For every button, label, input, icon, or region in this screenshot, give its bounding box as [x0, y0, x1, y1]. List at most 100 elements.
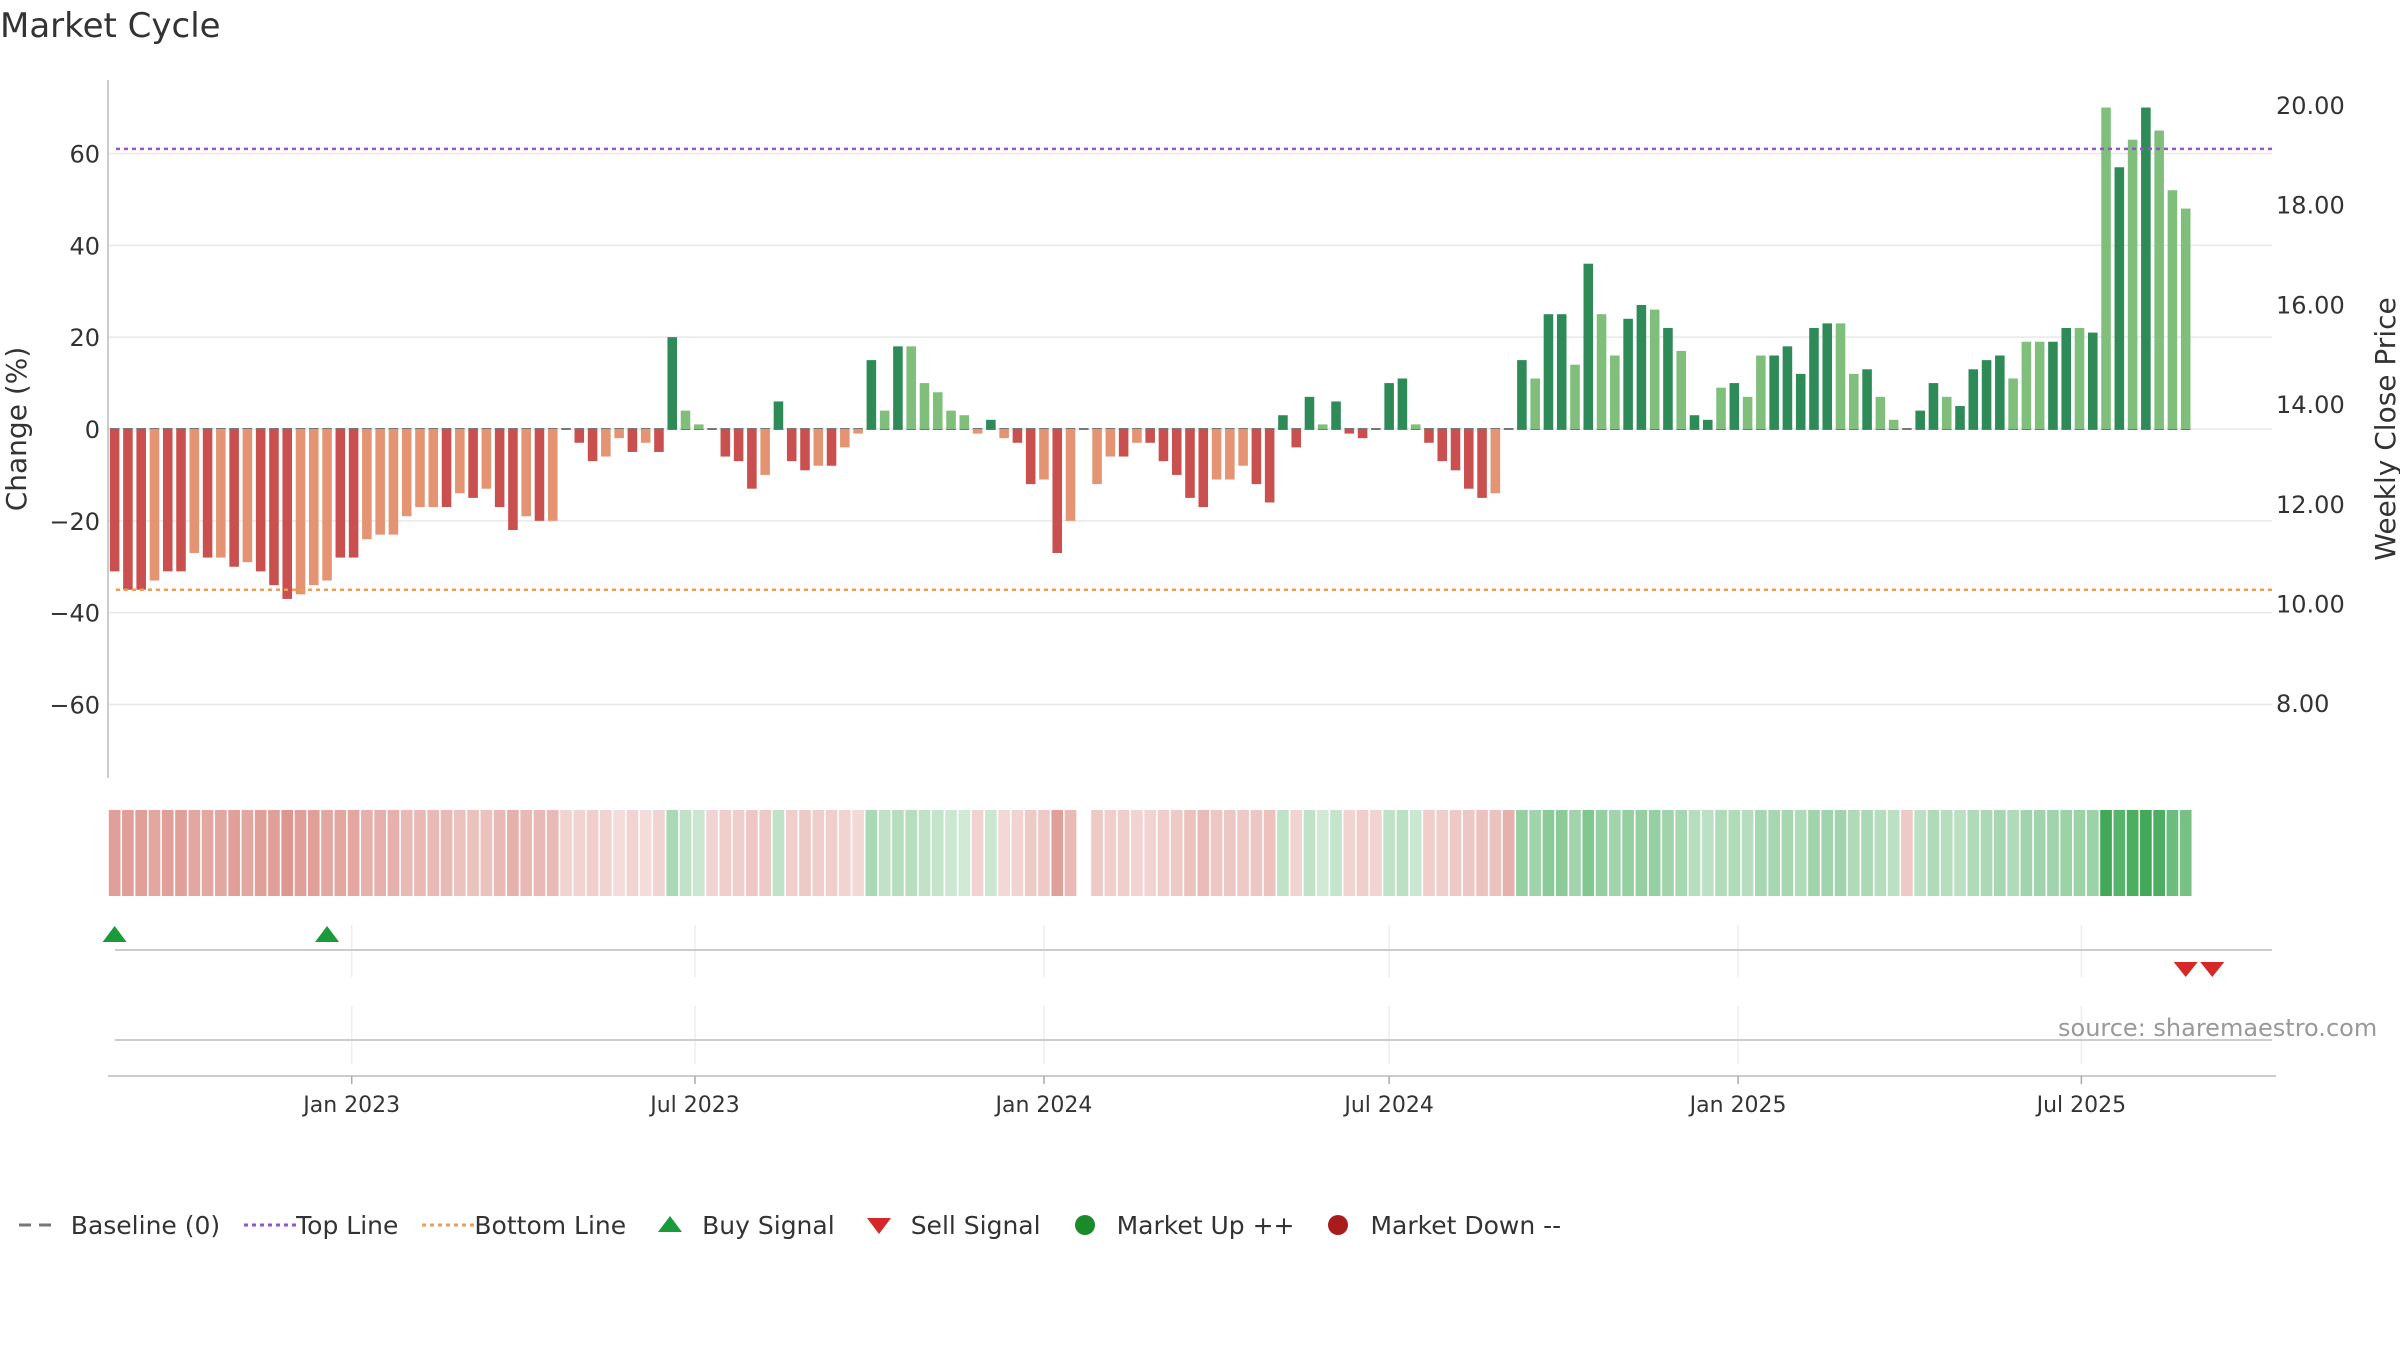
y2-tick-label: 14.00 — [2276, 391, 2345, 419]
bar-down — [1039, 429, 1049, 480]
cycle-strip — [108, 810, 2192, 896]
strip-cell — [1250, 810, 1263, 896]
strip-cell — [254, 810, 267, 896]
strip-cell — [1622, 810, 1634, 896]
strip-cell — [1901, 810, 1913, 896]
strip-cell — [2113, 810, 2126, 896]
dotted-line-icon — [420, 1210, 475, 1240]
legend-buy-signal[interactable]: Buy Signal — [648, 1210, 835, 1240]
bar-down — [1225, 429, 1235, 480]
strip-cell — [586, 810, 599, 896]
bar-down — [1052, 429, 1063, 553]
strip-cell — [1821, 810, 1834, 896]
bar-down — [362, 429, 372, 540]
bar-up — [2021, 341, 2032, 429]
legend-label: Sell Signal — [910, 1210, 1041, 1240]
strip-cell — [799, 810, 811, 896]
bar-down — [826, 429, 837, 466]
bar-up — [2101, 107, 2111, 429]
bar-down — [1450, 429, 1461, 471]
strip-cell — [732, 810, 745, 896]
strip-cell — [1768, 810, 1780, 896]
strip-cell — [1516, 810, 1528, 896]
bar-up — [946, 410, 956, 429]
strip-cell — [1330, 810, 1342, 896]
signal-layer — [102, 926, 2272, 1041]
strip-cell — [387, 810, 400, 896]
bar-down — [640, 429, 651, 443]
strip-cell — [971, 810, 984, 896]
strip-cell — [215, 810, 227, 896]
x-tick-label: Jul 2024 — [1342, 1093, 1434, 1118]
bar-down — [455, 429, 465, 494]
strip-cell — [1648, 810, 1661, 896]
bar-up — [2061, 327, 2072, 429]
bar-down — [269, 429, 279, 586]
bar-down — [1238, 429, 1248, 466]
bar-down — [322, 429, 332, 581]
bar-up — [1317, 424, 1328, 429]
strip-cell — [905, 810, 918, 896]
strip-cell — [825, 810, 838, 896]
bar-down — [1132, 429, 1142, 443]
strip-cell — [1715, 810, 1727, 896]
bar-up — [2074, 327, 2085, 429]
strip-cell — [838, 810, 851, 896]
source-label: source: sharemaestro.com — [2058, 1014, 2378, 1042]
strip-cell — [1781, 810, 1794, 896]
strip-cell — [1940, 810, 1953, 896]
strip-cell — [427, 810, 440, 896]
bar-down — [375, 429, 385, 535]
bar-up — [1649, 309, 1660, 429]
y-tick-label: −40 — [49, 600, 100, 628]
strip-cell — [2153, 810, 2165, 896]
bar-up — [1888, 419, 1899, 429]
strip-cell — [878, 810, 891, 896]
strip-cell — [626, 810, 639, 896]
bar-down — [1344, 429, 1355, 434]
strip-cell — [1396, 810, 1409, 896]
sell-signal-marker — [2173, 962, 2198, 977]
bar-down — [494, 429, 505, 508]
legend-bottom-line[interactable]: Bottom Line — [420, 1210, 626, 1240]
bar-down — [521, 429, 531, 517]
strip-cell — [1914, 810, 1927, 896]
strip-cell — [958, 810, 971, 896]
strip-cell — [1462, 810, 1475, 896]
bar-down — [733, 429, 744, 462]
bar-down — [840, 429, 850, 448]
strip-cell — [2126, 810, 2139, 896]
strip-cell — [546, 810, 559, 896]
bar-down — [348, 429, 359, 558]
strip-cell — [1210, 810, 1223, 896]
strip-cell — [414, 810, 426, 896]
bar-down — [760, 429, 770, 475]
bar-up — [1742, 396, 1753, 429]
legend-sell-signal[interactable]: Sell Signal — [857, 1210, 1041, 1240]
strip-cell — [639, 810, 652, 896]
x-tick-label: Jul 2023 — [648, 1093, 740, 1118]
strip-cell — [692, 810, 705, 896]
y2-tick-label: 20.00 — [2276, 92, 2345, 120]
legend-market-up[interactable]: Market Up ++ — [1063, 1210, 1294, 1240]
legend-baseline[interactable]: Baseline (0) — [17, 1210, 220, 1240]
bar-up — [1596, 314, 1607, 429]
bar-up — [932, 392, 943, 429]
bar-down — [574, 429, 585, 443]
strip-cell — [1994, 810, 2006, 896]
legend-top-line[interactable]: Top Line — [242, 1210, 398, 1240]
strip-cell — [480, 810, 493, 896]
bar-down — [1490, 429, 1501, 494]
strip-cell — [1688, 810, 1701, 896]
y2-tick-label: 12.00 — [2276, 491, 2345, 519]
bar-up — [1397, 378, 1408, 429]
legend-market-down[interactable]: Market Down -- — [1316, 1210, 1561, 1240]
bar-up — [1636, 305, 1647, 429]
bar-down — [1025, 429, 1036, 485]
bar-down — [109, 429, 120, 572]
strip-cell — [201, 810, 214, 896]
bar-down — [1092, 429, 1102, 485]
bar-down — [853, 429, 863, 434]
bar-up — [986, 419, 996, 429]
